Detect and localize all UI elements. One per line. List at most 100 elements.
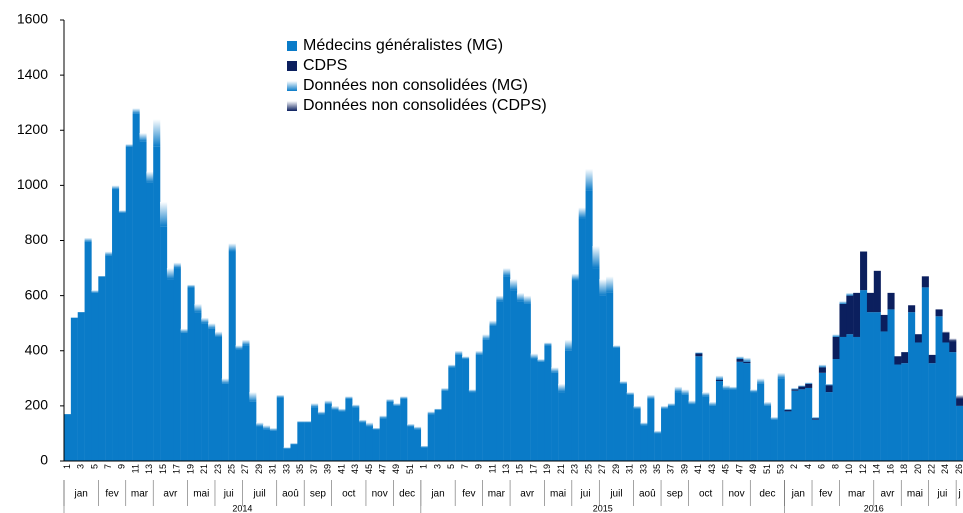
bar-segment	[736, 359, 744, 362]
x-tick-label: 45	[364, 464, 374, 474]
month-label: avr	[520, 489, 535, 500]
bar-segment	[551, 372, 559, 461]
bar-segment	[722, 385, 730, 390]
bar-segment	[695, 356, 703, 461]
bar-segment	[613, 345, 621, 348]
bar-segment	[805, 387, 813, 461]
bar-segment	[674, 386, 682, 393]
bar-segment	[592, 246, 600, 269]
bar-segment	[887, 309, 895, 461]
bar-segment	[365, 422, 374, 427]
bar-segment	[832, 334, 840, 337]
bar-segment	[743, 361, 751, 364]
y-tick-label: 800	[25, 231, 49, 247]
x-tick-label: 23	[213, 464, 223, 474]
bar-segment	[736, 356, 744, 360]
x-tick-label: 51	[762, 464, 772, 474]
x-tick-label: 25	[583, 464, 593, 474]
bar-segment	[750, 389, 758, 393]
bar-segment	[578, 207, 586, 219]
bar-segment	[345, 396, 353, 399]
bar-segment	[441, 387, 449, 391]
bar-segment	[757, 378, 765, 384]
bar-segment	[571, 273, 579, 281]
bar-segment	[784, 410, 792, 412]
bar-segment	[825, 385, 833, 393]
x-tick-label: 27	[597, 464, 607, 474]
bar-segment	[914, 342, 923, 461]
bar-segment	[839, 301, 847, 304]
bar-segment	[194, 312, 202, 461]
x-tick-label: 23	[570, 464, 580, 474]
bar-segment	[770, 416, 778, 420]
bar-segment	[413, 426, 422, 430]
month-label: sep	[667, 489, 684, 500]
bar-segment	[462, 356, 470, 360]
bar-segment	[818, 364, 826, 368]
bar-segment	[160, 201, 168, 227]
bar-segment	[91, 292, 99, 461]
month-label: juil	[252, 489, 265, 500]
month-label: mai	[550, 489, 566, 500]
x-tick-label: 9	[474, 464, 484, 469]
x-tick-label: 1	[62, 464, 72, 469]
bar-segment	[475, 354, 483, 461]
bar-segment	[146, 182, 154, 461]
bar-segment	[681, 394, 689, 461]
bar-segment	[276, 397, 284, 461]
x-tick-label: 6	[817, 464, 827, 469]
x-tick-label: 12	[858, 464, 868, 474]
bar-segment	[571, 280, 579, 461]
bar-segment	[290, 443, 298, 445]
x-tick-label: 43	[350, 464, 360, 474]
x-tick-label: 37	[309, 464, 319, 474]
bar-segment	[324, 400, 332, 405]
month-label: jan	[430, 489, 444, 500]
x-tick-label: 20	[913, 464, 923, 474]
x-tick-label: 51	[405, 464, 415, 474]
legend-label: CDPS	[303, 57, 347, 74]
month-label: aoû	[282, 489, 299, 500]
x-tick-label: 11	[130, 464, 140, 473]
x-tick-label: 13	[501, 464, 511, 474]
bar-segment	[338, 408, 346, 412]
bar-segment	[352, 407, 360, 461]
bar-segment	[125, 144, 133, 147]
bar-segment	[98, 276, 106, 461]
bar-segment	[496, 295, 504, 302]
bar-segment	[84, 241, 92, 461]
bar-segment	[118, 210, 126, 213]
bar-segment	[311, 407, 319, 461]
x-tick-label: 47	[734, 464, 744, 474]
bar-segment	[221, 383, 229, 461]
bar-segment	[249, 401, 257, 461]
bar-segment	[894, 364, 902, 461]
bar-segment	[613, 347, 621, 461]
x-tick-label: 11	[487, 464, 497, 473]
bar-segment	[640, 422, 648, 426]
bar-segment	[523, 303, 531, 461]
month-label: jan	[73, 489, 87, 500]
y-tick-label: 200	[25, 397, 49, 413]
bar-segment	[544, 345, 552, 461]
bar-segment	[956, 405, 963, 461]
bar-segment	[825, 383, 833, 386]
bar-segment	[331, 410, 339, 461]
bar-segment	[413, 429, 422, 461]
bar-segment	[166, 268, 175, 280]
bar-segment	[256, 426, 264, 461]
bar-segment	[832, 336, 840, 360]
bar-segment	[441, 390, 449, 461]
bar-segment	[359, 422, 367, 461]
bar-segment	[921, 276, 929, 288]
bar-segment	[695, 352, 703, 354]
x-tick-label: 2	[789, 464, 799, 469]
bar-segment	[942, 332, 950, 343]
x-tick-label: 49	[391, 464, 401, 474]
y-tick-label: 400	[25, 341, 49, 357]
x-tick-label: 21	[556, 464, 566, 474]
bar-segment	[91, 290, 99, 293]
x-tick-label: 41	[693, 464, 703, 474]
bar-segment	[564, 339, 573, 351]
bar-segment	[846, 334, 854, 461]
